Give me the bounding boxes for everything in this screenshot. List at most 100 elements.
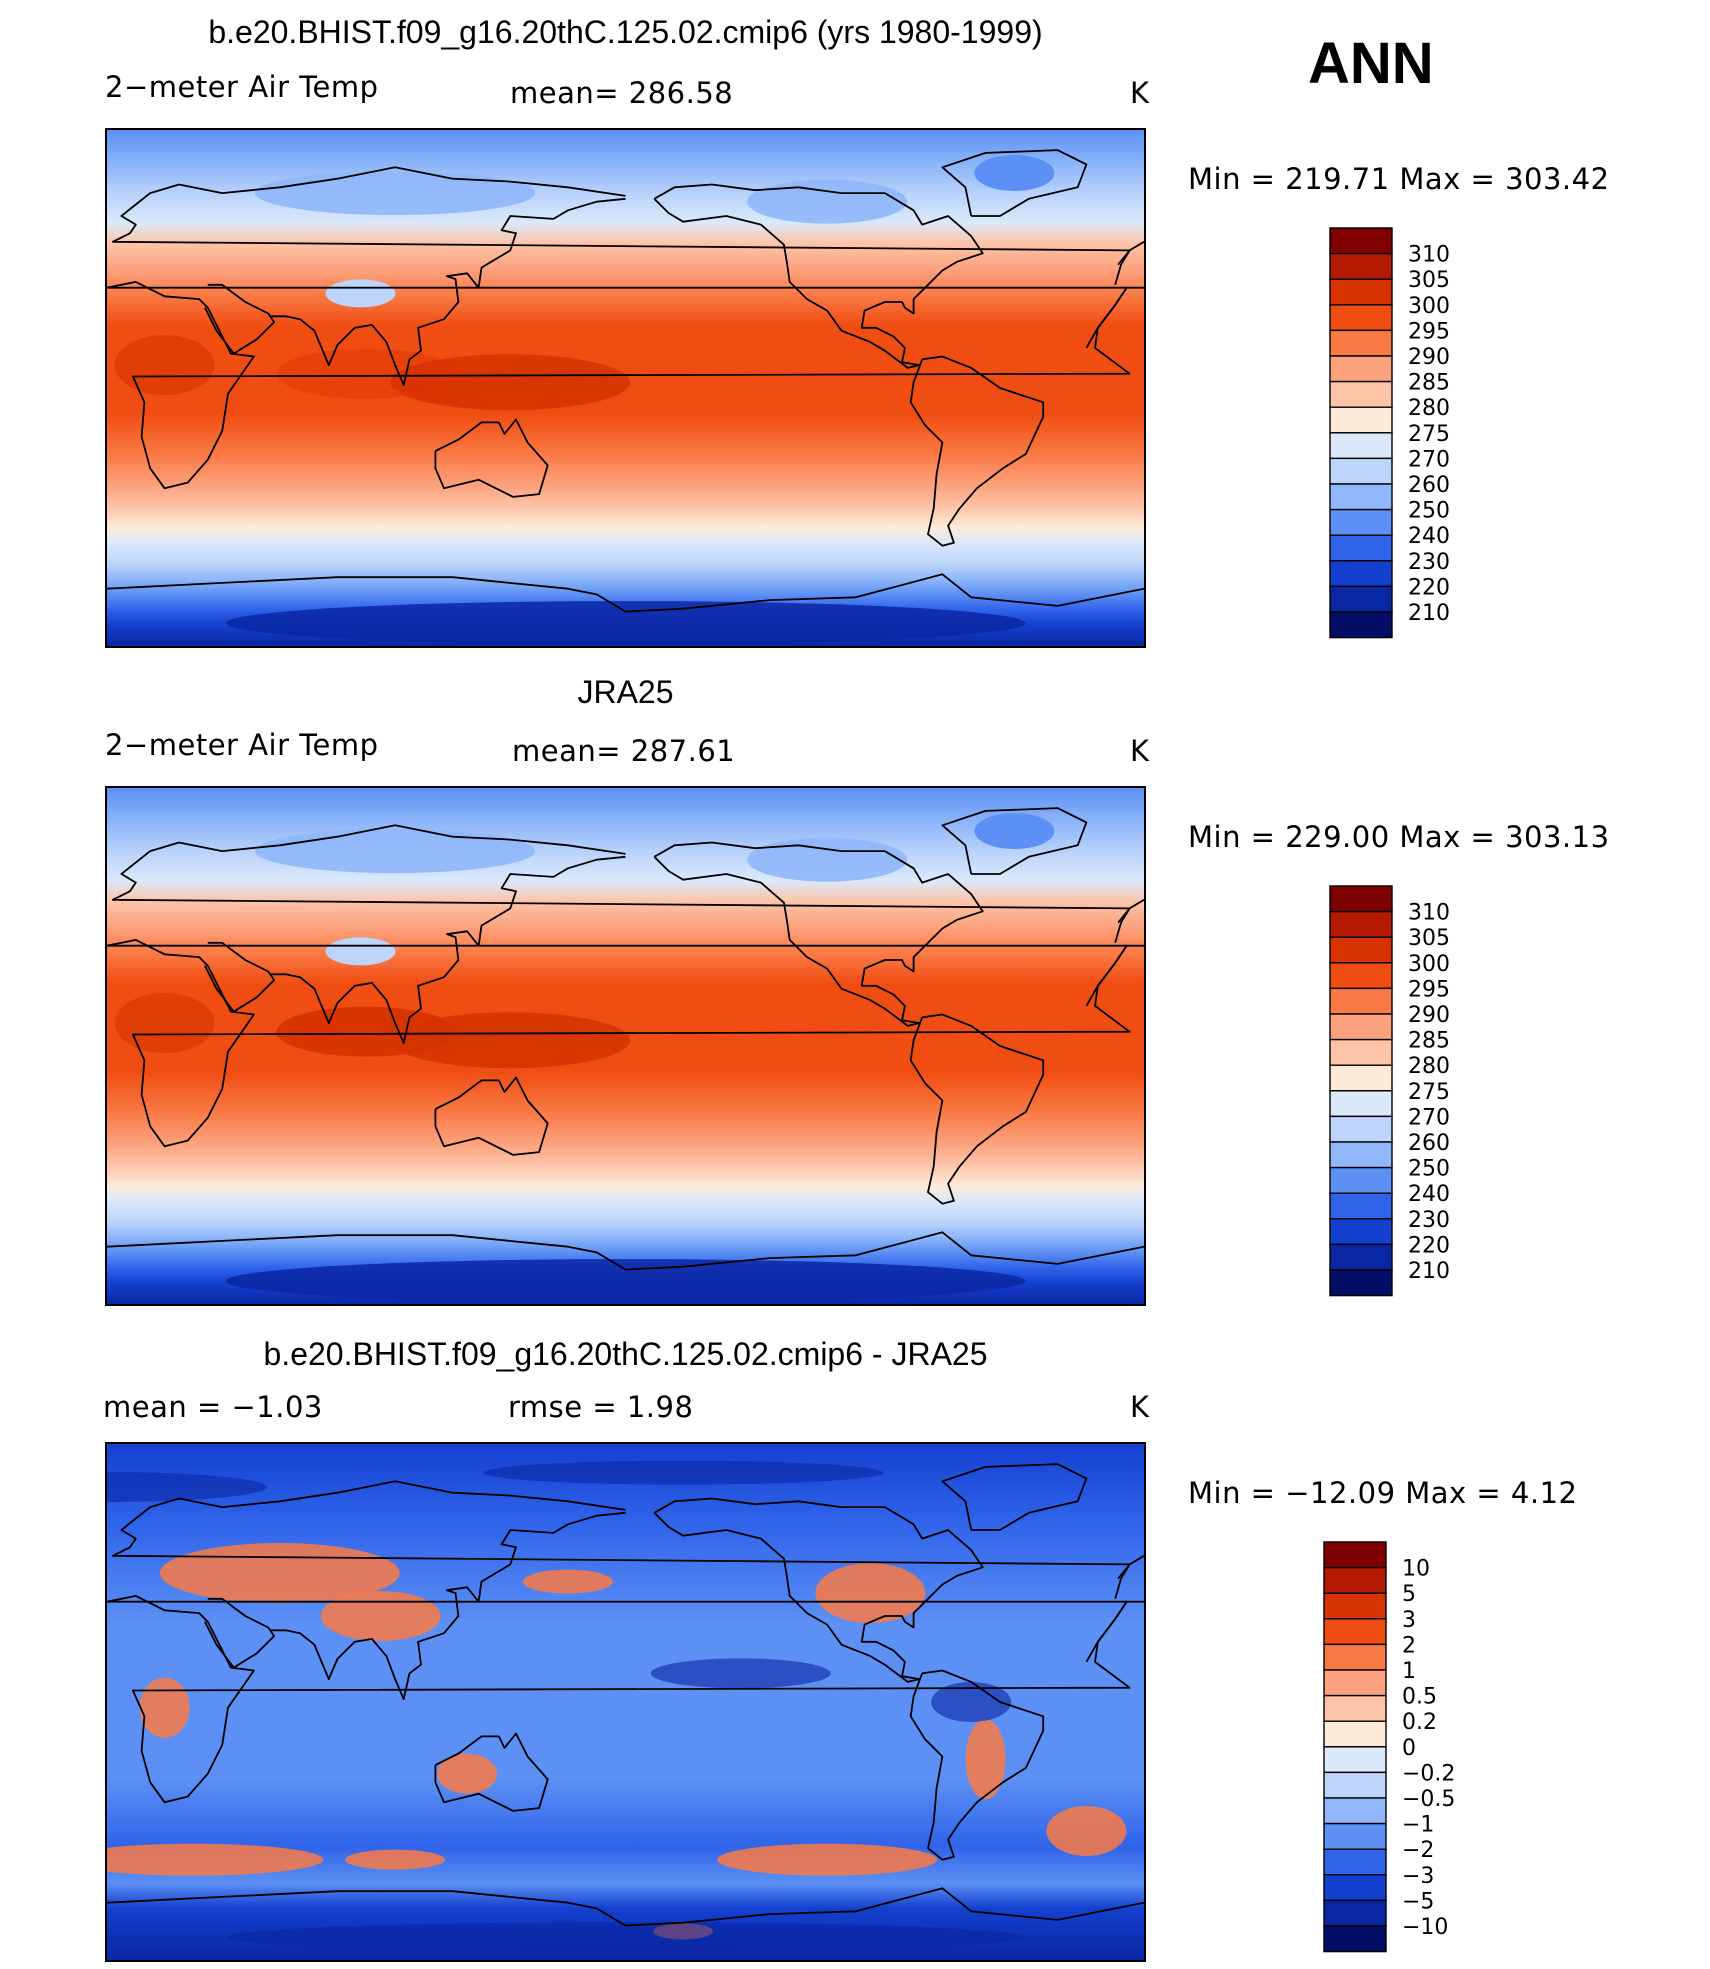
colorbar-box [1329,1038,1393,1066]
colorbar-tick-label: 230 [1408,550,1450,575]
colorbar-tick-label: 240 [1408,524,1450,549]
colorbar-box [1323,1669,1387,1697]
colorbar-box [1323,1771,1387,1799]
warm-anomaly [437,1753,498,1794]
coastline [107,1231,1144,1271]
panel-2-center-label: mean= 287.61 [512,734,736,768]
colorbar-tick-label: 270 [1408,447,1450,472]
coastline [1085,286,1144,349]
cold-region [974,813,1055,849]
colorbar-box [1329,380,1393,408]
colorbar-tick-label: 1 [1402,1659,1416,1684]
panel-1-colorbar: 310 305 300 295 290 285 280 275 270 260 250 240 230 2… [1329,227,1530,640]
colorbar-box [1329,278,1393,306]
colorbar-tick-label: 250 [1408,1157,1450,1182]
coastline [941,807,1088,875]
cold-region [747,837,908,882]
panel-1-minmax: Min = 219.71 Max = 303.42 [1188,162,1610,196]
colorbar-box [1329,1192,1393,1220]
cold-region [974,155,1055,191]
colorbar-tick-label: 260 [1408,1131,1450,1156]
coastline [107,1887,1144,1927]
warm-anomaly [815,1563,926,1624]
colorbar-box [1323,1848,1387,1876]
coastline [653,841,984,1027]
panel-2-minmax: Min = 229.00 Max = 303.13 [1188,820,1610,854]
coastline [1085,944,1144,1007]
panel-1-units: K [1130,76,1150,110]
colorbar-box [1329,611,1393,639]
panel-1-left-label: 2−meter Air Temp [105,70,379,104]
colorbar-box [1323,1541,1387,1569]
colorbar-box [1329,355,1393,383]
colorbar-box [1323,1874,1387,1902]
colorbar-box [1323,1566,1387,1594]
coastline [434,418,549,498]
cold-region [747,179,908,224]
colorbar-box [1329,227,1393,255]
panel-2-map [105,786,1146,1306]
colorbar-tick-label: 0.5 [1402,1685,1437,1710]
panel-1-map-svg [107,130,1144,646]
colorbar-tick-label: 310 [1408,243,1450,268]
colorbar-box [1329,432,1393,460]
colorbar-box [1323,1720,1387,1748]
colorbar-box [1323,1822,1387,1850]
warm-anomaly [965,1719,1006,1800]
colorbar-tick-label: 305 [1408,926,1450,951]
colorbar-tick-label: 10 [1402,1557,1430,1582]
coastline [1114,241,1144,286]
cold-region [255,829,536,874]
coastline [204,941,275,1013]
colorbar-tick-label: 220 [1408,1233,1450,1258]
cold-anomaly [650,1658,831,1689]
coastline [909,355,1045,547]
warm-pool [276,1006,457,1057]
colorbar-tick-label: 220 [1408,575,1450,600]
panel-3-colorbar: 10 5 3 2 1 0.5 0.2 0 −0.2 −0.5 −1 −2 −3 −5 −10 [1323,1541,1534,1954]
colorbar-box [1323,1746,1387,1774]
colorbar-box [1329,252,1393,280]
colorbar-box [1329,910,1393,938]
colorbar-tick-label: 210 [1408,601,1450,626]
colorbar-tick-label: −1 [1402,1813,1434,1838]
coastline [1114,899,1144,944]
colorbar-box [1329,1013,1393,1041]
panel-1-title: b.e20.BHIST.f09_g16.20thC.125.02.cmip6 (… [208,14,1043,50]
warm-pool [114,993,215,1054]
colorbar-tick-label: −10 [1402,1915,1448,1940]
colorbar-box [1329,483,1393,511]
cold-anomaly [483,1460,884,1485]
panel-2-units: K [1130,734,1150,768]
colorbar-box [1329,987,1393,1015]
colorbar-tick-label: 230 [1408,1208,1450,1233]
colorbar-tick-label: 290 [1408,345,1450,370]
colorbar-tick-label: 210 [1408,1259,1450,1284]
coastline [204,283,275,355]
cold-region [325,937,396,966]
colorbar-box [1329,1166,1393,1194]
coastline [107,573,1144,613]
coastline [653,183,984,369]
colorbar-box [1323,1694,1387,1722]
colorbar-box [1329,962,1393,990]
colorbar-box [1329,1141,1393,1169]
panel-3-left-label: mean = −1.03 [103,1390,323,1424]
panel-3-minmax: Min = −12.09 Max = 4.12 [1188,1476,1578,1510]
colorbar-tick-label: 300 [1408,952,1450,977]
colorbar-box [1323,1643,1387,1671]
colorbar-tick-label: −5 [1402,1889,1434,1914]
colorbar-tick-label: 275 [1408,1080,1450,1105]
colorbar-tick-label: 275 [1408,422,1450,447]
colorbar-tick-label: 270 [1408,1105,1450,1130]
panel-2-colorbar-svg: 3103053002952902852802752702602502402302… [1329,885,1450,1297]
coastline [111,1480,1131,1580]
coastline [1085,1600,1144,1663]
colorbar-tick-label: 5 [1402,1582,1416,1607]
warm-anomaly [717,1843,938,1876]
panel-2-map-svg [107,788,1144,1304]
coastline [653,1497,984,1683]
colorbar-box [1329,1269,1393,1297]
colorbar-tick-label: 305 [1408,268,1450,293]
